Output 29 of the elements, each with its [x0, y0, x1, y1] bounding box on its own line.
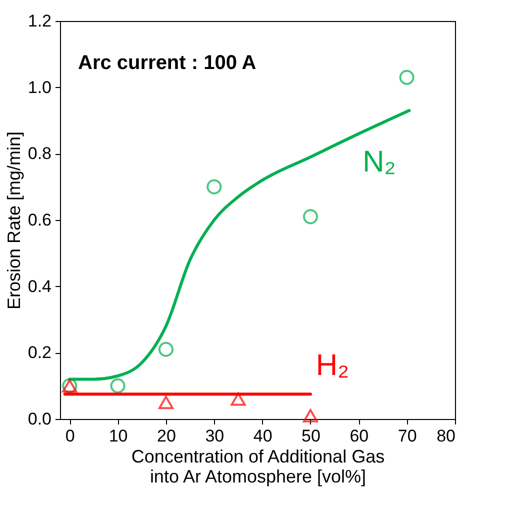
point — [206, 179, 222, 194]
point — [302, 409, 318, 422]
point — [399, 70, 414, 85]
point — [302, 209, 318, 224]
y-tick-label: 1.0 — [28, 78, 52, 97]
x-tick-label: 20 — [157, 426, 176, 446]
point — [230, 392, 246, 406]
y-tick-label: 0.8 — [28, 144, 52, 164]
y-tick-label: 0.4 — [28, 276, 52, 296]
x-tick-label: 10 — [108, 426, 128, 446]
y-axis-title: Erosion Rate [mg/min] — [4, 131, 24, 310]
series-label: H₂ — [316, 349, 350, 382]
point — [158, 396, 174, 410]
x-tick-label: 0 — [65, 426, 75, 446]
x-tick-label: 40 — [253, 426, 272, 446]
annotation: Arc current : 100 A — [78, 52, 256, 74]
point — [110, 378, 126, 394]
y-tick-label: 0.2 — [28, 343, 52, 362]
x-tick-label: 60 — [350, 426, 369, 446]
y-tick-label: 0.0 — [28, 410, 52, 428]
x-tick-label: 50 — [302, 426, 320, 446]
y-tick-label: 1.2 — [28, 12, 52, 30]
point — [158, 342, 174, 357]
x-tick-label: 80 — [436, 426, 456, 446]
x-axis-title: Concentration of Additional Gas into Ar Atomosphere [vol%] — [131, 446, 385, 486]
series-label: N₂ — [362, 146, 396, 179]
x-tick-label: 70 — [398, 426, 417, 446]
y-tick-label: 0.6 — [28, 210, 52, 230]
x-tick-label: 30 — [205, 426, 224, 446]
